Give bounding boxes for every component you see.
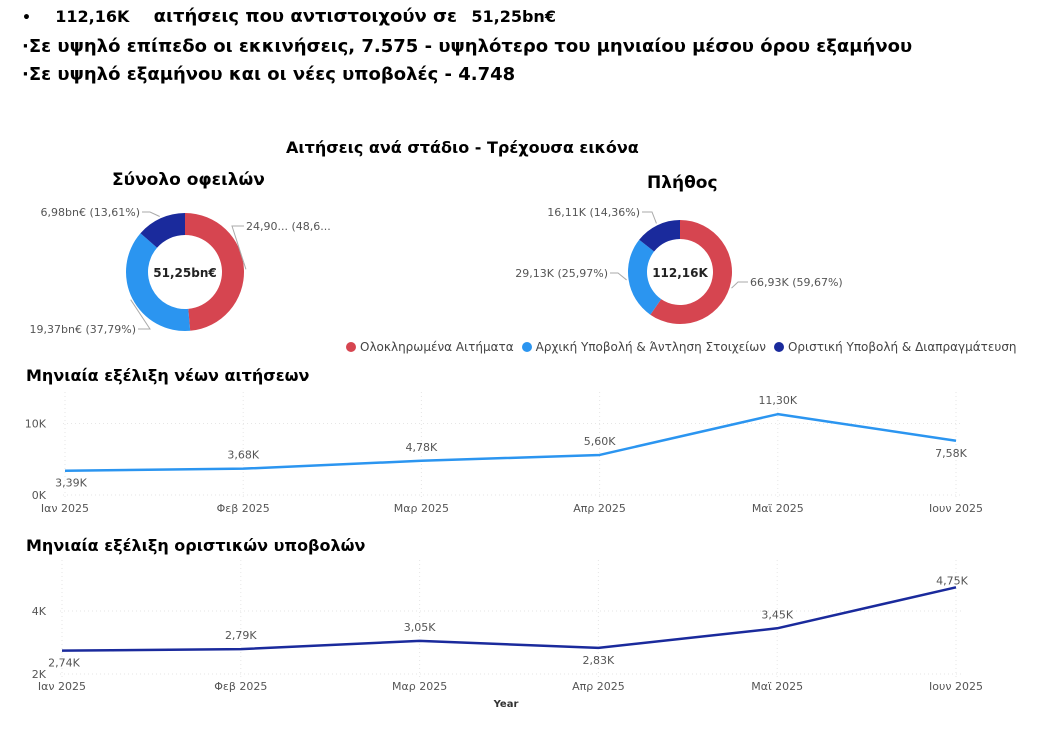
summary-line-3: ·Σε υψηλό εξαμήνου και οι νέες υποβολές … <box>22 64 515 85</box>
donut-slice <box>185 213 245 331</box>
x-tick-label: Ιουν 2025 <box>929 680 983 693</box>
data-label: 3,05K <box>404 621 436 634</box>
legend-item[interactable]: Αρχική Υποβολή & Άντληση Στοιχείων <box>521 340 766 354</box>
legend-label: Ολοκληρωμένα Αιτήματα <box>360 340 514 354</box>
y-tick-label: 4K <box>32 605 47 618</box>
slice-leader-line <box>731 281 748 289</box>
y-tick-label: 0K <box>32 489 47 502</box>
data-label: 4,78K <box>406 441 438 454</box>
legend-dot-icon <box>346 342 356 352</box>
donut-chart-count: 66,93K (59,67%) 29,13K (25,97%) 16,11K (14… <box>515 206 843 324</box>
line-chart-new-applications: 0K 10K 3,39K 3,68K 4,78K 5,60K 11,30K 7,58K Ιαν … <box>25 392 983 515</box>
slice-data-label: 19,37bn€ (37,79%) <box>30 323 136 336</box>
summary-line-1: • 112,16K αιτήσεις που αντιστοιχούν σε 5… <box>22 6 556 27</box>
slice-data-label: 29,13K (25,97%) <box>515 267 608 280</box>
summary-text: Σε υψηλό επίπεδο οι εκκινήσεις, 7.575 - … <box>28 36 913 57</box>
legend-label: Οριστική Υποβολή & Διαπραγμάτευση <box>787 340 1017 354</box>
slice-data-label: 6,98bn€ (13,61%) <box>41 206 140 219</box>
y-tick-label: 2K <box>32 668 47 681</box>
donut-center-label: 51,25bn€ <box>153 266 216 280</box>
legend-dot-icon <box>773 342 784 352</box>
donut-slice <box>639 220 680 252</box>
line-chart-final-submissions: 2K 4K 2,74K 2,79K 3,05K 2,83K 3,45K 4,75K Ιαν 20… <box>32 560 983 710</box>
series-line <box>64 412 957 472</box>
data-label: 11,30K <box>758 394 797 407</box>
donut-slice <box>126 233 191 331</box>
slice-data-label: 66,93K (59,67%) <box>750 276 843 289</box>
x-tick-label: Φεβ 2025 <box>217 502 270 515</box>
summary-text: Σε υψηλό εξαμήνου και οι νέες υποβολές -… <box>28 64 516 85</box>
data-label: 3,39K <box>55 477 87 490</box>
slice-leader-line <box>610 272 627 281</box>
summary-line-2: ·Σε υψηλό επίπεδο οι εκκινήσεις, 7.575 -… <box>22 36 912 57</box>
legend-item[interactable]: Οριστική Υποβολή & Διαπραγμάτευση <box>773 340 1017 354</box>
x-axis-title: Year <box>493 699 519 710</box>
bullet: • <box>22 10 31 26</box>
line-chart-1-title: Μηνιαία εξέλιξη νέων αιτήσεων <box>26 366 310 385</box>
donut-slice <box>140 213 185 248</box>
donut-1-title: Σύνολο οφειλών <box>112 170 265 190</box>
data-label: 5,60K <box>584 435 616 448</box>
x-tick-label: Απρ 2025 <box>573 502 626 515</box>
legend: Ολοκληρωμένα Αιτήματα Αρχική Υποβολή & Άν… <box>346 337 1025 356</box>
donut-chart-amount: 24,90... (48,6... 19,37bn€ (37,79%) 6,98bn… <box>30 206 331 336</box>
slice-leader-line <box>642 211 657 224</box>
x-tick-label: Ιαν 2025 <box>38 680 86 693</box>
summary-text: αιτήσεις που αντιστοιχούν σε <box>153 6 458 27</box>
x-tick-label: Φεβ 2025 <box>214 680 267 693</box>
x-tick-label: Μαϊ 2025 <box>752 502 804 515</box>
bullet: · <box>22 64 29 85</box>
x-tick-label: Ιαν 2025 <box>41 502 89 515</box>
x-tick-label: Ιουν 2025 <box>929 502 983 515</box>
donut-center-label: 112,16K <box>652 266 708 280</box>
data-label: 3,45K <box>761 608 793 621</box>
slice-data-label: 24,90... (48,6... <box>246 220 331 233</box>
donut-slice <box>650 220 732 324</box>
legend-label: Αρχική Υποβολή & Άντληση Στοιχείων <box>535 340 766 354</box>
x-tick-label: Απρ 2025 <box>572 680 625 693</box>
slice-data-label: 16,11K (14,36%) <box>547 206 640 219</box>
data-label: 2,79K <box>225 629 257 642</box>
y-tick-label: 10K <box>25 417 47 430</box>
donuts-section-title: Αιτήσεις ανά στάδιο - Τρέχουσα εικόνα <box>286 138 639 157</box>
summary-amount: 51,25bn€ <box>471 7 556 26</box>
line-chart-2-title: Μηνιαία εξέλιξη οριστικών υποβολών <box>26 536 366 555</box>
donut-slice <box>628 239 662 315</box>
data-label: 2,74K <box>48 657 80 670</box>
x-tick-label: Μαρ 2025 <box>392 680 447 693</box>
data-label: 7,58K <box>935 447 967 460</box>
series-line <box>61 586 957 652</box>
x-tick-label: Μαϊ 2025 <box>751 680 803 693</box>
summary-count: 112,16K <box>55 7 130 26</box>
x-tick-label: Μαρ 2025 <box>394 502 449 515</box>
data-label: 3,68K <box>227 449 259 462</box>
legend-item[interactable]: Ολοκληρωμένα Αιτήματα <box>346 340 514 354</box>
data-label: 4,75K <box>936 574 968 587</box>
slice-leader-line <box>231 225 247 270</box>
bullet: · <box>22 36 29 57</box>
slice-leader-line <box>142 211 160 217</box>
legend-dot-icon <box>521 342 532 352</box>
donut-2-title: Πλήθος <box>647 173 718 193</box>
data-label: 2,83K <box>583 654 615 667</box>
slice-leader-line <box>130 299 151 330</box>
